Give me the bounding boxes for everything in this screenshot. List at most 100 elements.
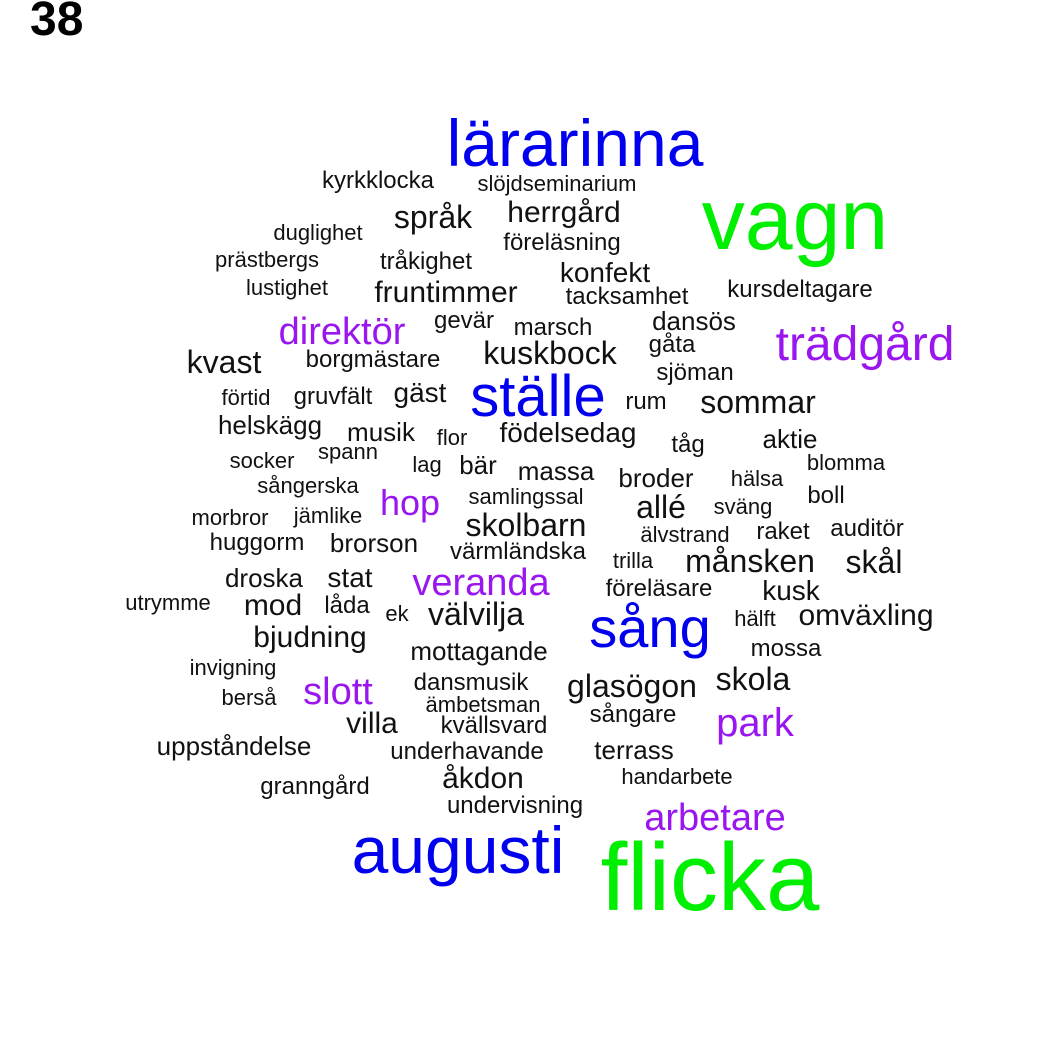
cloud-word: åkdon <box>442 762 524 795</box>
cloud-word: aktie <box>762 424 818 454</box>
cloud-word: allé <box>636 489 686 525</box>
cloud-word: födelsedag <box>499 417 637 448</box>
cloud-word: hälft <box>734 606 776 631</box>
cloud-word: sång <box>589 596 711 659</box>
cloud-word: tacksamhet <box>565 283 689 310</box>
cloud-word: tråkighet <box>379 248 473 275</box>
cloud-word: uppståndelse <box>156 731 312 761</box>
cloud-word: berså <box>221 685 277 710</box>
cloud-word: månsken <box>685 543 815 579</box>
cloud-word: villa <box>346 707 398 740</box>
cloud-word: föreläsare <box>605 575 713 602</box>
cloud-word: gevär <box>433 307 495 334</box>
cloud-word: fruntimmer <box>374 276 518 309</box>
cloud-word: kvast <box>186 344 262 380</box>
cloud-word: direktör <box>278 311 406 353</box>
cloud-word: auditör <box>830 515 904 542</box>
cloud-word: gruvfält <box>293 383 373 410</box>
cloud-word: värmländska <box>449 538 587 565</box>
cloud-word: sommar <box>700 384 816 420</box>
cloud-word: välvilja <box>427 596 525 632</box>
cloud-word: hälsa <box>730 466 784 491</box>
cloud-word: kursdeltagare <box>727 276 873 303</box>
cloud-word: helskägg <box>217 410 323 440</box>
cloud-word: tåg <box>671 431 705 458</box>
cloud-word: utrymme <box>125 590 211 615</box>
cloud-word: hop <box>379 482 441 523</box>
cloud-word: augusti <box>351 813 565 887</box>
cloud-word: herrgård <box>507 196 621 229</box>
cloud-word: granngård <box>260 773 370 800</box>
cloud-word: blomma <box>806 450 886 475</box>
cloud-word: mossa <box>750 635 822 662</box>
cloud-word: trilla <box>612 548 654 573</box>
cloud-word: undervisning <box>446 792 584 819</box>
cloud-word: gåta <box>648 331 696 358</box>
cloud-word: kusk <box>762 575 820 606</box>
cloud-word: flor <box>436 425 468 450</box>
cloud-word: socker <box>229 448 295 473</box>
cloud-word: invigning <box>189 655 277 680</box>
cloud-word: dansmusik <box>413 669 529 696</box>
cloud-word: dansös <box>652 306 736 336</box>
cloud-word: borgmästare <box>305 346 441 373</box>
cloud-word: slott <box>303 671 373 713</box>
cloud-word: gäst <box>393 377 447 408</box>
cloud-word: ek <box>385 601 409 626</box>
cloud-word: ämbetsman <box>425 692 541 717</box>
cloud-word: sångare <box>589 701 677 728</box>
cloud-word: bär <box>459 450 497 480</box>
cloud-word: vagn <box>701 172 889 268</box>
cloud-word: raket <box>756 518 810 545</box>
cloud-word: veranda <box>412 562 550 604</box>
cloud-word: glasögon <box>567 668 697 704</box>
cloud-word: musik <box>347 417 415 447</box>
cloud-word: slöjdseminarium <box>477 171 637 196</box>
cloud-word: språk <box>393 199 473 235</box>
cloud-word: arbetare <box>644 797 786 839</box>
cloud-word: omväxling <box>798 599 934 632</box>
cloud-word: lärarinna <box>446 106 704 180</box>
cloud-word: sväng <box>713 494 773 519</box>
cloud-word: rum <box>625 388 667 415</box>
cloud-word: morbror <box>191 505 269 530</box>
cloud-word: ställe <box>470 364 606 429</box>
cloud-word: park <box>716 701 794 745</box>
cloud-word: massa <box>517 456 595 486</box>
cloud-word: sjöman <box>656 359 734 386</box>
cloud-word: terrass <box>594 735 674 765</box>
cloud-word: marsch <box>513 314 593 341</box>
cloud-word: samlingssal <box>468 484 584 509</box>
cloud-word: brorson <box>329 528 419 558</box>
cloud-word: älvstrand <box>640 522 730 547</box>
cloud-word: lustighet <box>246 275 328 300</box>
cloud-word: flicka <box>600 824 820 931</box>
cloud-word: konfekt <box>559 257 651 288</box>
cloud-word: föreläsning <box>503 229 621 256</box>
page-number: 38 <box>30 0 84 46</box>
cloud-word: sångerska <box>257 473 359 498</box>
cloud-word: kuskbock <box>483 335 617 371</box>
cloud-word: lag <box>412 452 442 477</box>
cloud-word: jämlike <box>293 503 363 528</box>
cloud-word: kyrkklocka <box>321 167 435 194</box>
cloud-word: broder <box>618 463 694 493</box>
cloud-word: boll <box>807 482 845 509</box>
cloud-word: mod <box>243 589 303 622</box>
cloud-word: bjudning <box>253 621 367 654</box>
cloud-word: underhavande <box>390 738 544 765</box>
cloud-word: skolbarn <box>465 507 587 543</box>
cloud-word: förtid <box>221 385 271 410</box>
cloud-word: mottagande <box>410 636 548 666</box>
cloud-word: handarbete <box>621 764 733 789</box>
cloud-word: trädgård <box>775 318 955 371</box>
cloud-word: huggorm <box>209 529 305 556</box>
cloud-word: prästbergs <box>215 247 319 272</box>
cloud-word: duglighet <box>273 220 363 245</box>
cloud-word: spann <box>318 439 378 464</box>
cloud-word: skola <box>715 661 791 697</box>
cloud-word: låda <box>324 592 370 619</box>
cloud-word: kvällsvard <box>440 712 548 739</box>
cloud-word: stat <box>327 562 373 593</box>
